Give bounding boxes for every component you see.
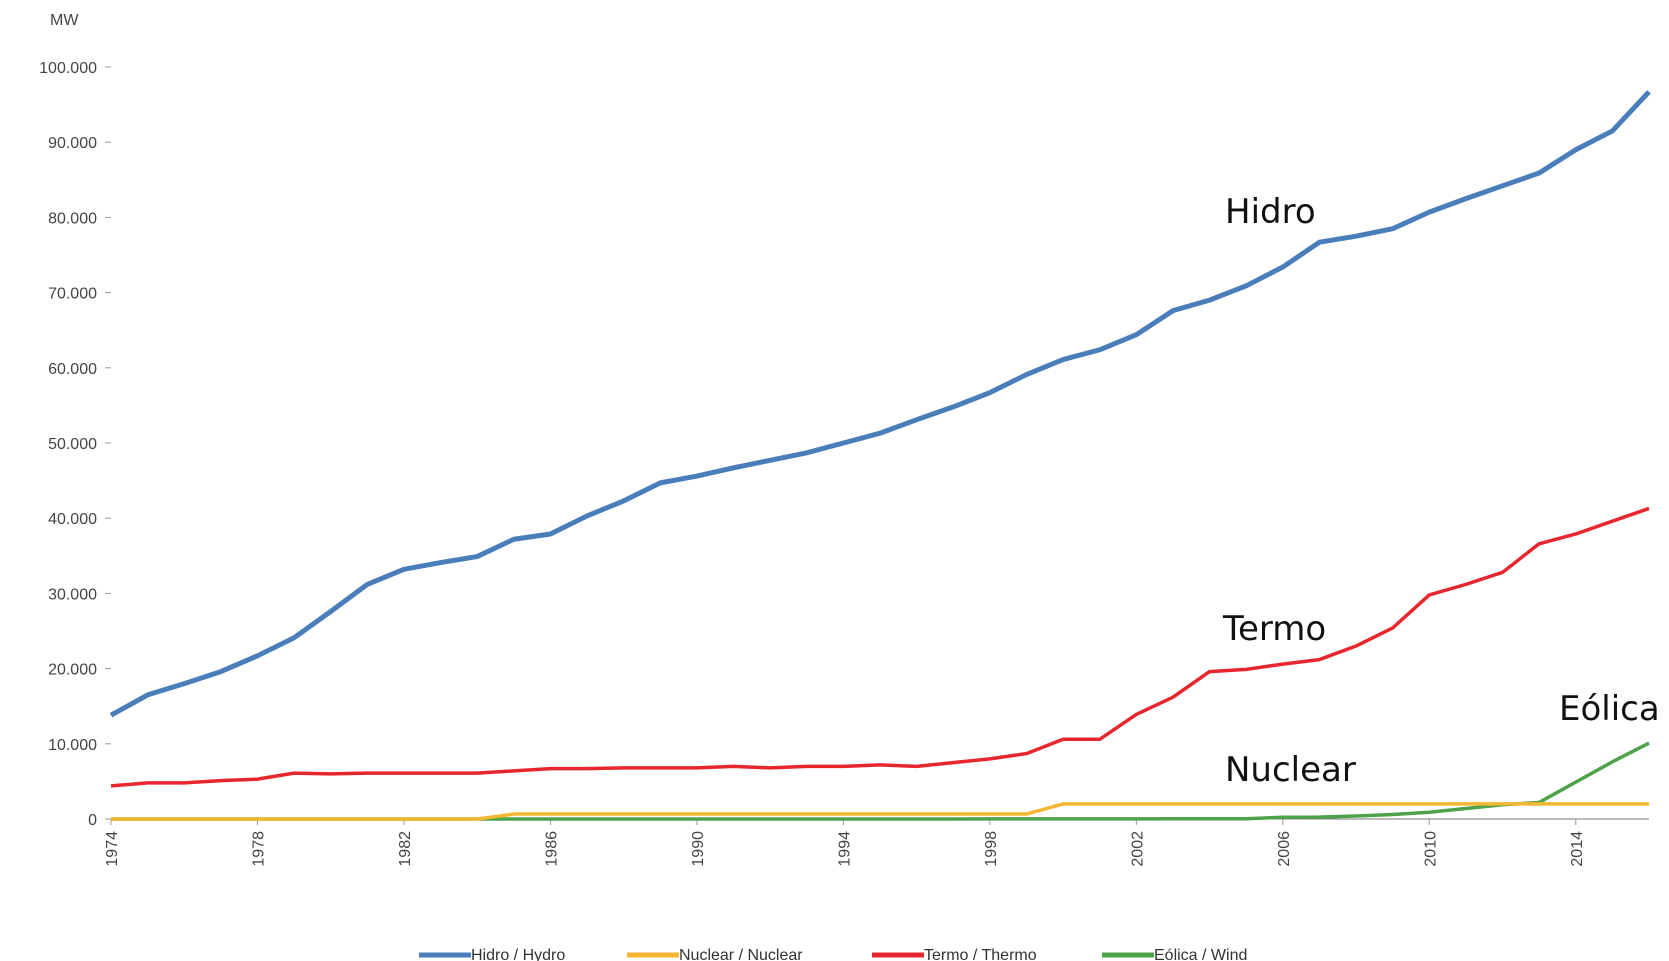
x-tick-label: 1990 <box>690 831 707 867</box>
series-line <box>111 741 1650 821</box>
series-line <box>110 506 1650 788</box>
x-tick-label: 1986 <box>543 831 560 867</box>
annotation: Hidro <box>1225 192 1316 232</box>
series-line <box>109 90 1651 718</box>
x-tick-label: 2002 <box>1129 831 1146 867</box>
annotation: Nuclear <box>1225 750 1356 790</box>
y-tick-label: 70.000 <box>48 286 97 303</box>
legend-label: Nuclear / Nuclear <box>679 947 803 961</box>
y-tick-label: 80.000 <box>48 210 97 227</box>
y-tick-label: 10.000 <box>48 737 97 754</box>
x-tick-label: 1982 <box>397 831 414 867</box>
x-tick-label: 2010 <box>1422 831 1439 867</box>
x-tick-label: 1978 <box>250 831 267 867</box>
y-tick-label: 0 <box>88 812 97 829</box>
x-tick-label: 2006 <box>1276 831 1293 867</box>
y-tick-label: 100.000 <box>39 60 97 77</box>
y-tick-label: 90.000 <box>48 135 97 152</box>
legend-label: Termo / Thermo <box>924 947 1037 961</box>
x-tick-label: 2014 <box>1569 831 1586 867</box>
y-tick-label: 60.000 <box>48 361 97 378</box>
legend-label: Hidro / Hydro <box>471 947 565 961</box>
legend-label: Eólica / Wind <box>1154 947 1247 961</box>
x-tick-label: 1974 <box>104 831 121 867</box>
annotation: Eólica <box>1559 689 1660 729</box>
y-tick-label: 20.000 <box>48 662 97 679</box>
y-tick-label: 30.000 <box>48 586 97 603</box>
y-tick-label: 40.000 <box>48 511 97 528</box>
y-tick-label: 50.000 <box>48 436 97 453</box>
x-tick-label: 1994 <box>836 831 853 867</box>
x-tick-label: 1998 <box>983 831 1000 867</box>
y-axis-label: MW <box>50 12 79 29</box>
annotation: Termo <box>1222 609 1326 649</box>
series-line <box>111 802 1649 821</box>
